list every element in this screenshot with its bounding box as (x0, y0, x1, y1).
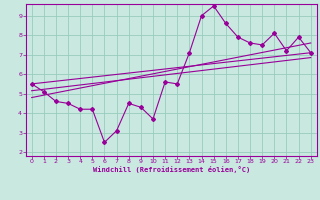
X-axis label: Windchill (Refroidissement éolien,°C): Windchill (Refroidissement éolien,°C) (92, 166, 250, 173)
